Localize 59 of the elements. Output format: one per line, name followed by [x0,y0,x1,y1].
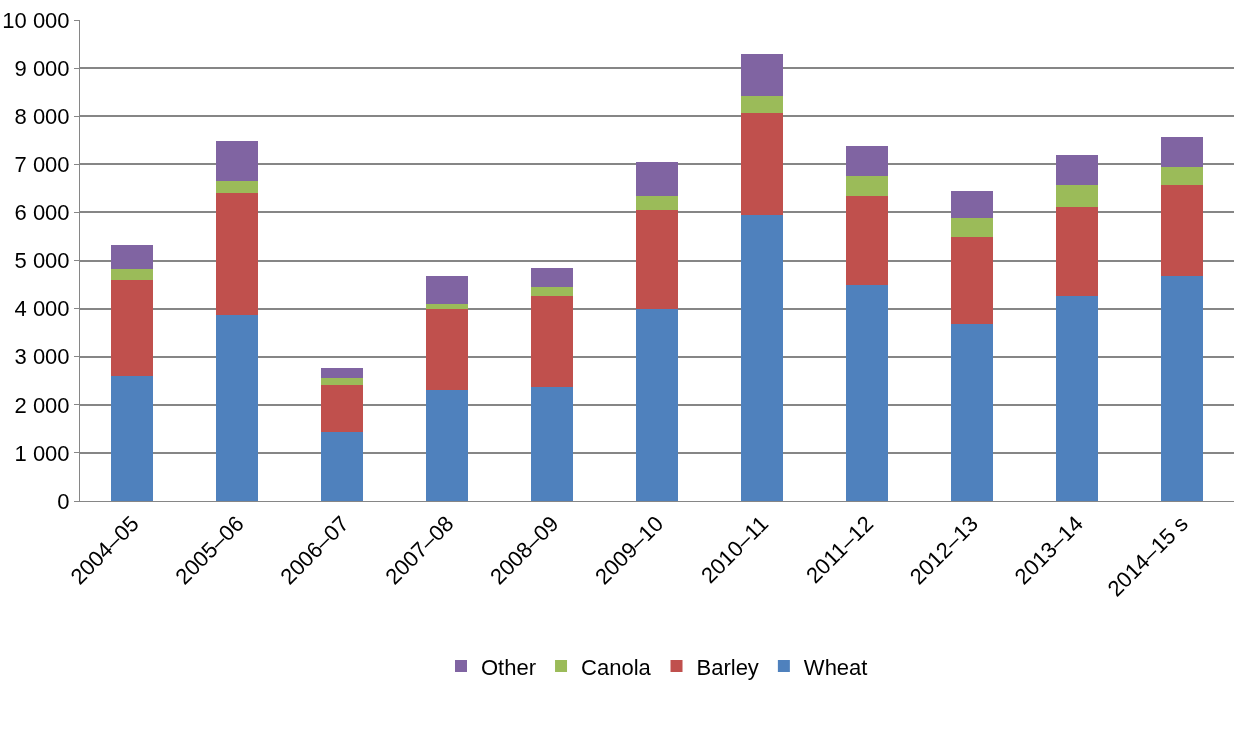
y-tick-label: 6 000 [14,200,70,226]
bar [426,309,469,390]
bar [1160,276,1203,501]
bar [950,218,993,238]
bar [636,161,678,196]
y-tick-label: 2 000 [14,392,70,418]
bar [950,323,993,501]
y-tick-label: 8 000 [14,103,70,129]
bar [636,195,678,210]
bar [1160,167,1203,185]
bar [740,214,783,501]
bar [111,375,154,501]
bar [1055,184,1098,208]
bar [111,279,154,376]
bar [321,368,364,379]
bar [1160,137,1203,168]
bar [740,95,783,113]
bar [111,245,154,269]
y-tick-label: 1 000 [14,440,70,466]
bar [216,140,259,182]
bar [531,387,574,501]
legend-label: Other [481,654,537,680]
bar [740,53,783,96]
bar [216,181,259,193]
y-tick-label: 7 000 [14,152,70,177]
bar [216,192,259,316]
bar [426,276,469,304]
bar [845,284,888,501]
bar [1055,295,1098,501]
bar [216,315,259,501]
bar [531,295,574,388]
bar [740,112,783,215]
bar [321,378,364,385]
y-tick-label: 4 000 [14,296,70,322]
y-tick-label: 9 000 [14,55,70,81]
bar [426,303,469,310]
bar [531,268,574,288]
bar [950,237,993,324]
bar [1055,207,1098,296]
legend-label: Wheat [803,654,868,680]
legend-label: Canola [581,654,652,680]
bar [636,309,678,501]
y-tick-label: 5 000 [14,248,70,274]
y-tick-label: 0 [57,488,70,514]
bar [636,209,678,310]
bar [845,195,888,285]
bar [321,384,364,432]
bar [845,176,888,196]
bar [111,268,154,280]
bar [531,287,574,296]
bar [1160,184,1203,277]
legend-label: Barley [696,654,759,680]
bar [321,431,364,501]
y-tick-label: 3 000 [14,344,70,370]
y-tick-label: 10 000 [2,7,70,33]
bar [1055,154,1098,185]
bar [426,389,469,501]
bar [950,190,993,219]
bar [845,145,888,177]
